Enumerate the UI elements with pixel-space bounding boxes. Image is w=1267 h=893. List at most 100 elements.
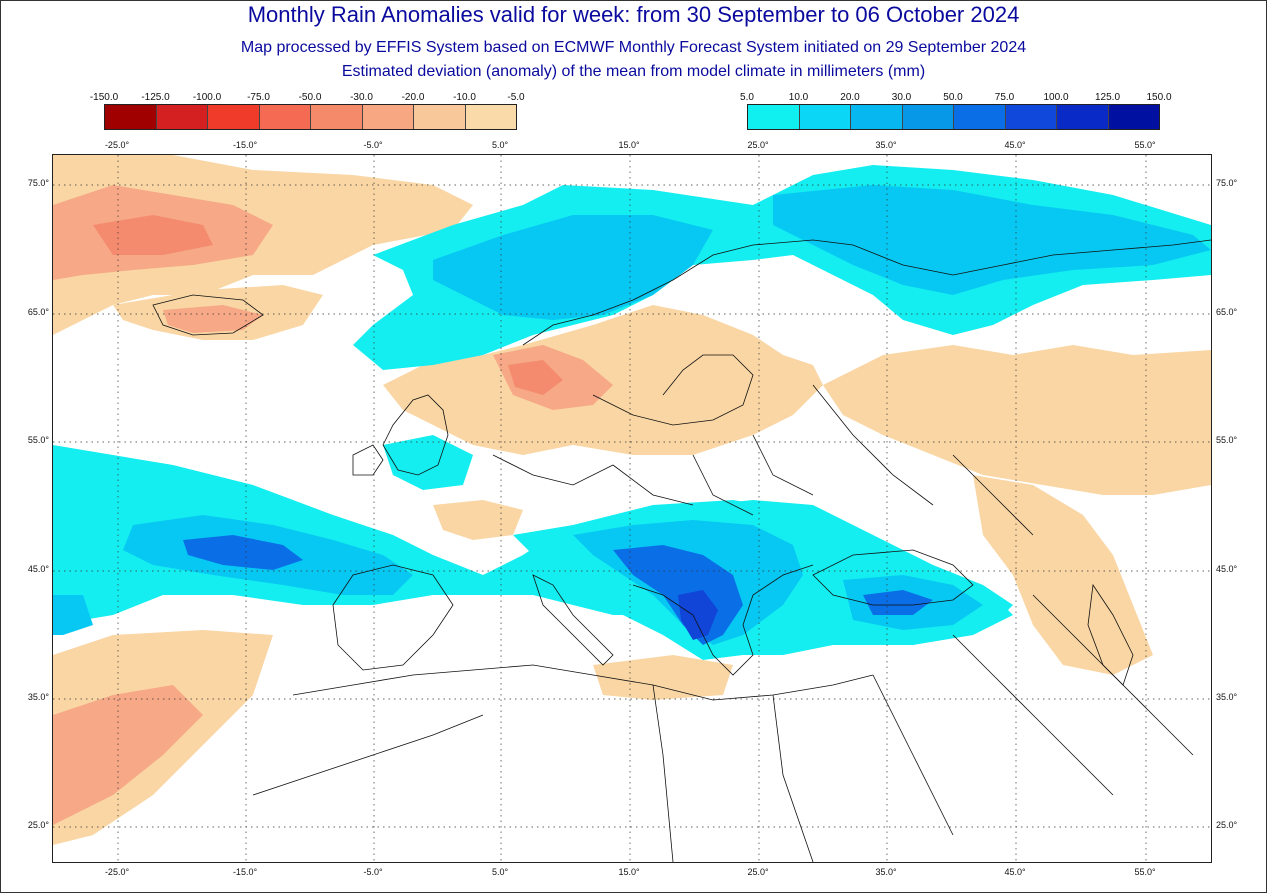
legend-color-box [851,105,903,129]
axis-tick-label: 75.0° [1216,178,1238,188]
legend-tick-label: -30.0 [350,92,373,103]
legend-tick-label: -75.0 [247,92,270,103]
legend-tick-label: -5.0 [507,92,525,103]
legend-tick-label: -20.0 [401,92,425,103]
axis-tick-label: -15.0° [232,867,258,877]
axis-tick-label: 55.0° [1216,435,1238,445]
wet-area-uk-ireland [383,435,473,490]
axis-tick-label: 25.0° [1216,820,1238,830]
legend-tick-label: 100.0 [1043,92,1069,103]
wet-strong-atlantic [183,535,303,570]
axis-tick-label: 65.0° [1216,307,1238,317]
axis-tick-label: 45.0° [1004,867,1026,877]
legend-color-box [156,105,208,129]
axis-tick-label: -25.0° [104,867,130,877]
legend-color-box [954,105,1006,129]
axis-tick-label: 55.0° [27,435,49,445]
wet-very-strong-albania [678,590,718,640]
legend-tick-label: -100.0 [192,92,222,103]
legend-tick-label: -150.0 [89,92,119,103]
legend-tick-label: 125.0 [1094,92,1121,103]
axis-tick-label: 55.0° [1134,867,1156,877]
legend-tick-label: 10.0 [788,92,809,103]
coastline-baltic [592,354,754,426]
legend-positive-anomaly: 5.0 10.0 20.0 30.0 50.0 75.0 100.0 125.0 150.0 [740,92,1172,132]
axis-tick-label: 25.0° [747,140,769,150]
coastline-scandinavia [522,239,1211,346]
map-title: Monthly Rain Anomalies valid for week: f… [247,2,1020,27]
axis-tick-label: 35.0° [875,140,897,150]
legend-color-box [1108,105,1159,129]
anomaly-map [53,155,1211,862]
dry-area-russia [823,345,1211,495]
coastline-black-sea [812,549,974,606]
axis-tick-label: 45.0° [1216,564,1238,574]
coastline-iberia [332,564,454,671]
legend-tick-label: -125.0 [141,92,170,103]
map-subtitle-processing: Map processed by EFFIS System based on E… [240,39,1027,56]
axis-tick-label: 15.0° [618,867,640,877]
axis-tick-label: 65.0° [27,307,49,317]
axis-tick-label: 25.0° [27,820,49,830]
border-middle-east [952,594,1194,796]
axis-tick-label: 15.0° [618,140,640,150]
dry-area-france [433,500,523,540]
axis-tick-label: 75.0° [27,178,49,188]
axis-tick-label: 35.0° [875,867,897,877]
coastline-balkans-greece [632,564,814,676]
legend-color-box [362,105,414,129]
border-africa-interior [252,674,954,862]
axis-tick-label: 25.0° [747,867,769,877]
wet-anomaly-very-strong [678,590,718,640]
coastlines [152,239,1211,862]
coastline-ireland [352,444,384,476]
dry-area-libya [593,655,733,700]
legend-color-box [1005,105,1057,129]
axis-tick-label: 35.0° [27,692,49,702]
coastline-uk [382,394,449,476]
legend-color-box [105,105,157,129]
legend-tick-label: 20.0 [840,92,860,103]
legend-tick-label: 30.0 [891,92,912,103]
wet-moderate-iberia-west [53,595,93,635]
map-subtitle-units: Estimated deviation (anomaly) of the mea… [341,63,926,80]
dry-anomaly-stronger [93,215,563,395]
wet-moderate-norway-coast [433,215,713,320]
legend-negative-colorbar [104,104,517,130]
legend-color-box [902,105,954,129]
axis-tick-label: -5.0° [363,867,383,877]
legend-color-box [311,105,363,129]
legend-color-box [748,105,800,129]
dry-area-caucasus [973,475,1153,675]
axis-tick-label: 35.0° [1216,692,1238,702]
legend-negative-labels: -150.0 -125.0 -100.0 -75.0 -50.0 -30.0 -20.0 -1… [90,92,525,104]
map-panel[interactable] [52,154,1212,863]
legend-tick-label: -10.0 [453,92,476,103]
legend-color-box [1057,105,1109,129]
coastline-italy [532,574,614,666]
axis-tick-label: 55.0° [1134,140,1156,150]
border-europe-interior [492,384,1034,536]
legend-tick-label: 50.0 [943,92,963,103]
axis-tick-label: 5.0° [491,140,509,150]
axis-tick-label: 45.0° [27,564,49,574]
legend-color-box [259,105,311,129]
coastline-iceland [152,294,264,336]
axis-tick-label: -25.0° [104,140,130,150]
graticule [53,155,1211,862]
legend-color-box [208,105,260,129]
axis-tick-label: 45.0° [1004,140,1026,150]
legend-positive-colorbar [747,104,1160,130]
dry-strongest-norway [508,360,563,395]
axis-tick-label: 5.0° [491,867,509,877]
legend-tick-label: -50.0 [298,92,322,103]
legend-color-box [465,105,516,129]
legend-color-box [414,105,466,129]
dry-strong-atlantic-africa [53,685,203,825]
axis-tick-label: -5.0° [363,140,383,150]
wet-moderate-barents [773,185,1211,295]
legend-tick-label: 75.0 [994,92,1015,103]
legend-negative-anomaly: -150.0 -125.0 -100.0 -75.0 -50.0 -30.0 -20.0 -1… [90,92,525,132]
legend-color-box [799,105,851,129]
axis-tick-label: -15.0° [232,140,258,150]
